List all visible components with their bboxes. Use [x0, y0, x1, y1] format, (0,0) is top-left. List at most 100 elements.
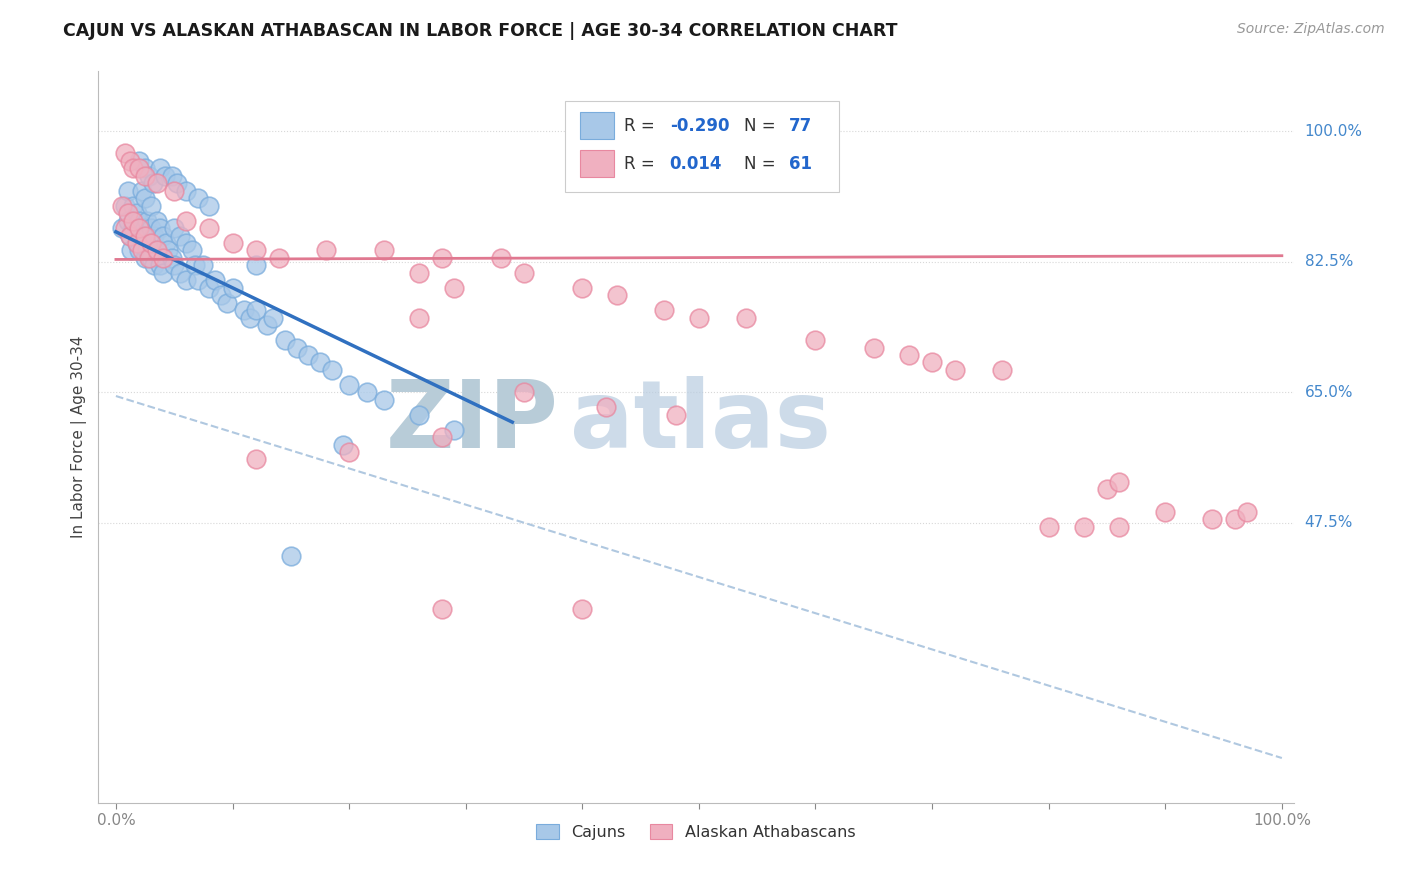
Point: [131, 184, 153, 198]
Text: atlas: atlas: [571, 376, 831, 468]
Text: N =: N =: [744, 155, 780, 173]
Point: [337, 445, 360, 459]
Point: [571, 281, 593, 295]
Point: [606, 288, 628, 302]
Point: [145, 213, 167, 227]
Point: [139, 221, 162, 235]
Point: [734, 310, 756, 325]
Point: [297, 348, 319, 362]
Point: [1236, 505, 1258, 519]
Point: [571, 601, 593, 615]
Point: [128, 213, 150, 227]
Point: [432, 251, 454, 265]
Point: [652, 303, 675, 318]
Point: [139, 199, 162, 213]
Point: [122, 221, 145, 235]
Point: [134, 251, 156, 265]
Point: [239, 310, 262, 325]
Point: [138, 251, 160, 265]
Point: [432, 601, 454, 615]
Point: [174, 184, 197, 198]
Point: [120, 244, 142, 258]
Point: [285, 341, 308, 355]
Point: [204, 273, 226, 287]
Y-axis label: In Labor Force | Age 30-34: In Labor Force | Age 30-34: [72, 335, 87, 539]
Point: [111, 221, 134, 235]
Legend: Cajuns, Alaskan Athabascans: Cajuns, Alaskan Athabascans: [530, 817, 862, 846]
Bar: [581, 112, 613, 139]
Point: [143, 228, 166, 243]
Point: [125, 235, 148, 250]
Point: [118, 228, 141, 243]
Point: [169, 228, 191, 243]
Point: [921, 355, 943, 369]
Text: 82.5%: 82.5%: [1305, 254, 1353, 269]
Point: [134, 161, 156, 176]
Point: [262, 310, 284, 325]
Point: [1108, 519, 1130, 533]
Point: [309, 355, 332, 369]
Point: [1108, 475, 1130, 489]
Point: [169, 266, 191, 280]
Point: [111, 199, 134, 213]
Point: [174, 213, 197, 227]
Point: [163, 184, 186, 198]
Point: [152, 251, 174, 265]
Text: -0.290: -0.290: [669, 117, 730, 136]
Text: 77: 77: [789, 117, 813, 136]
Point: [166, 177, 188, 191]
Point: [152, 228, 174, 243]
Point: [1225, 512, 1247, 526]
Point: [128, 161, 150, 176]
Point: [180, 244, 202, 258]
Point: [432, 430, 454, 444]
Point: [114, 221, 136, 235]
Point: [134, 169, 156, 183]
Bar: [581, 150, 613, 178]
Point: [128, 153, 150, 168]
Point: [163, 221, 186, 235]
Point: [125, 206, 148, 220]
Point: [131, 244, 153, 258]
Point: [186, 273, 208, 287]
Point: [443, 423, 465, 437]
Point: [128, 244, 150, 258]
Point: [245, 259, 267, 273]
Point: [149, 161, 172, 176]
Point: [280, 549, 302, 564]
Point: [193, 259, 215, 273]
Point: [114, 146, 136, 161]
Point: [443, 281, 465, 295]
Point: [145, 244, 167, 258]
Point: [1073, 519, 1095, 533]
Point: [256, 318, 278, 332]
Text: 47.5%: 47.5%: [1305, 516, 1353, 531]
Text: 65.0%: 65.0%: [1305, 384, 1353, 400]
Point: [117, 206, 139, 220]
FancyBboxPatch shape: [565, 101, 839, 192]
Point: [134, 221, 156, 235]
Point: [945, 363, 967, 377]
Point: [804, 333, 827, 347]
Point: [152, 266, 174, 280]
Point: [122, 199, 145, 213]
Point: [118, 228, 141, 243]
Point: [215, 295, 238, 310]
Point: [155, 235, 177, 250]
Text: ZIP: ZIP: [385, 376, 558, 468]
Text: R =: R =: [624, 117, 661, 136]
Point: [174, 273, 197, 287]
Point: [186, 191, 208, 205]
Point: [198, 281, 221, 295]
Point: [198, 199, 221, 213]
Point: [114, 199, 136, 213]
Point: [245, 452, 267, 467]
Point: [198, 221, 221, 235]
Point: [128, 221, 150, 235]
Point: [209, 288, 232, 302]
Point: [408, 266, 430, 280]
Text: 61: 61: [789, 155, 813, 173]
Point: [373, 244, 395, 258]
Text: 0.014: 0.014: [669, 155, 723, 173]
Point: [118, 153, 141, 168]
